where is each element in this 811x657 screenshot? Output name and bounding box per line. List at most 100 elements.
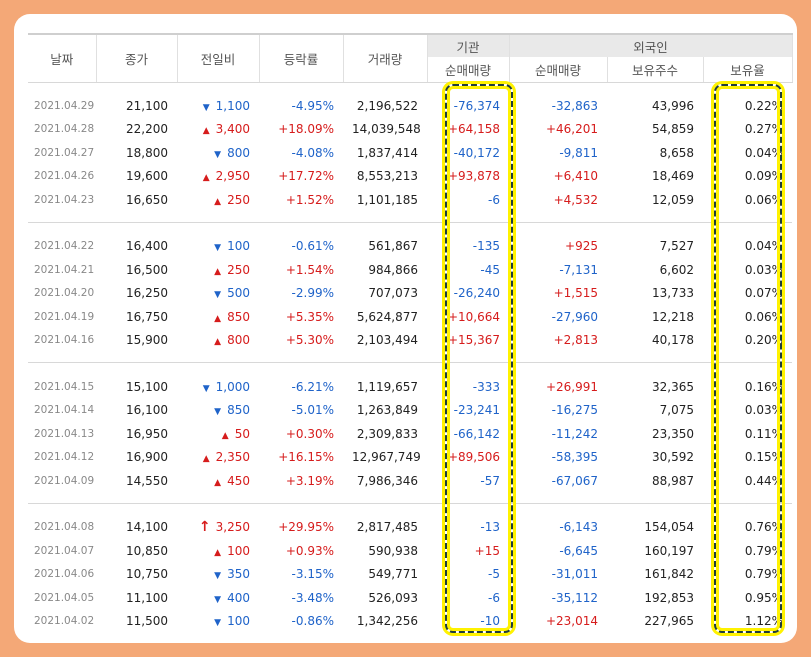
cell-volume: 2,309,833 [356,426,418,441]
cell-date: 2021.04.08 [34,521,95,534]
cell-change: ↑ 3,250 [177,516,259,540]
cell-volume: 984,866 [368,262,418,277]
cell-rate: -4.95% [291,98,334,113]
cell-institution-net: +93,878 [447,169,500,184]
cell-rate: +17.72% [278,169,334,184]
cell-foreign-ratio: 0.20% [744,333,784,348]
cell-change: ▲ 250 [177,188,259,212]
cell-date: 2021.04.26 [34,170,95,183]
cell-rate: -3.15% [291,567,334,582]
cell-change: ▲ 2,350 [177,446,259,470]
header-volume: 거래량 [343,33,428,83]
down-triangle-icon: ▼ [214,571,222,582]
header-foreign-ratio: 보유율 [703,57,793,83]
table-header: 날짜 종가 전일비 등락률 거래량 기관 외국인 순매매량 순매매량 보유주수 … [28,33,793,83]
cell-institution-net: -26,240 [453,286,500,301]
cell-volume: 2,196,522 [356,98,418,113]
cell-rate: +0.93% [285,543,334,558]
cell-foreign-ratio: 0.95% [744,590,784,605]
down-triangle-icon: ▼ [214,290,222,301]
cell-foreign-net: -11,242 [551,426,598,441]
group-divider [28,492,793,504]
cell-change: ▼ 500 [177,282,259,306]
cell-institution-net: +89,506 [447,450,500,465]
change-value: 850 [227,403,250,418]
cell-date: 2021.04.19 [34,310,95,323]
cell-foreign-net: +925 [565,239,598,254]
cell-change: ▼ 800 [177,141,259,165]
cell-rate: -0.86% [291,614,334,629]
cell-date: 2021.04.07 [34,544,95,557]
cell-foreign-ratio: 0.11% [744,426,784,441]
cell-volume: 12,967,749 [352,450,421,465]
table-row: 2021.04.27 18,800 ▼ 800 -4.08% 1,837,414 -40,1… [28,141,792,165]
down-triangle-icon: ▼ [214,618,222,629]
change-value: 2,350 [215,450,250,465]
highlight-ratio-column [714,84,782,633]
change-value: 2,950 [215,169,250,184]
up-triangle-icon: ▲ [202,173,210,184]
cell-foreign-net: -27,960 [551,309,598,324]
cell-change: ▲ 3,400 [177,118,259,142]
cell-rate: +1.54% [285,262,334,277]
stock-daily-table: 날짜 종가 전일비 등락률 거래량 기관 외국인 순매매량 순매매량 보유주수 … [28,33,793,633]
cell-foreign-net: -31,011 [551,567,598,582]
cell-foreign-ratio: 0.06% [744,192,784,207]
cell-foreign-holdings: 43,996 [652,98,694,113]
cell-close: 16,100 [126,403,168,418]
cell-foreign-net: -67,067 [551,473,598,488]
cell-institution-net: -6 [488,590,500,605]
header-rate: 등락률 [259,33,344,83]
cell-change: ▲ 850 [177,305,259,329]
cell-volume: 1,837,414 [356,145,418,160]
cell-foreign-holdings: 227,965 [644,614,694,629]
cell-volume: 561,867 [368,239,418,254]
table-row: 2021.04.16 15,900 ▲ 800 +5.30% 2,103,494 +15,3… [28,329,792,353]
table-row: 2021.04.28 22,200 ▲ 3,400 +18.09% 14,039,548 +… [28,118,792,142]
cell-rate: +5.30% [285,333,334,348]
cell-foreign-holdings: 54,859 [652,122,694,137]
cell-date: 2021.04.13 [34,427,95,440]
cell-change: ▼ 350 [177,563,259,587]
cell-foreign-holdings: 12,059 [652,192,694,207]
cell-change: ▲ 2,950 [177,165,259,189]
change-value: 800 [227,333,250,348]
cell-volume: 1,101,185 [356,192,418,207]
cell-close: 16,250 [126,286,168,301]
cell-close: 16,750 [126,309,168,324]
cell-rate: +16.15% [278,450,334,465]
cell-foreign-holdings: 40,178 [652,333,694,348]
cell-foreign-ratio: 1.12% [744,614,784,629]
up-triangle-icon: ▲ [214,266,222,277]
cell-rate: -3.48% [291,590,334,605]
cell-close: 22,200 [126,122,168,137]
cell-foreign-ratio: 0.03% [744,262,784,277]
cell-foreign-holdings: 7,075 [659,403,694,418]
header-foreign-net: 순매매량 [509,57,608,83]
cell-close: 16,950 [126,426,168,441]
cell-volume: 5,624,877 [356,309,418,324]
change-value: 450 [227,473,250,488]
cell-foreign-ratio: 0.09% [744,169,784,184]
cell-close: 11,500 [126,614,168,629]
up-triangle-icon: ▲ [221,430,229,441]
change-value: 250 [227,192,250,207]
cell-rate: -6.21% [291,379,334,394]
cell-foreign-holdings: 161,842 [644,567,694,582]
cell-rate: +29.95% [278,520,334,535]
down-triangle-icon: ▼ [202,102,210,113]
cell-rate: +0.30% [285,426,334,441]
cell-foreign-ratio: 0.06% [744,309,784,324]
cell-foreign-net: +2,813 [553,333,598,348]
change-value: 250 [227,262,250,277]
change-value: 3,250 [215,520,250,535]
cell-foreign-holdings: 13,733 [652,286,694,301]
cell-foreign-net: -9,811 [559,145,598,160]
cell-close: 10,850 [126,543,168,558]
table-row: 2021.04.02 11,500 ▼ 100 -0.86% 1,342,256 -10 +2… [28,610,792,634]
cell-foreign-holdings: 7,527 [659,239,694,254]
up-triangle-icon: ▲ [214,477,222,488]
cell-foreign-holdings: 18,469 [652,169,694,184]
change-value: 850 [227,309,250,324]
cell-date: 2021.04.29 [34,99,95,112]
